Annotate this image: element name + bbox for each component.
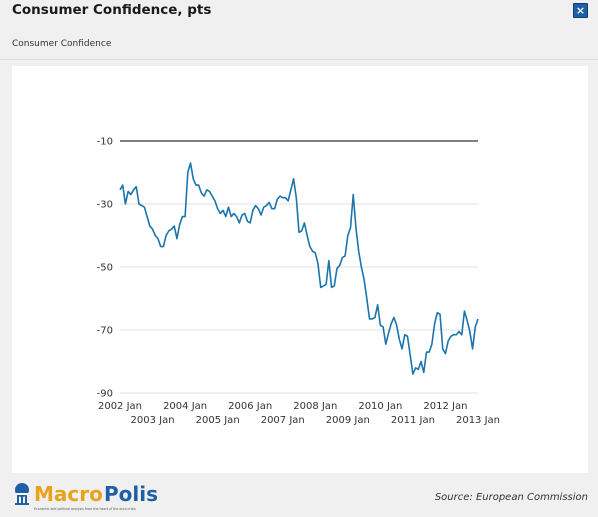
y-axis-labels: -10 -30 -50 -70 -90 <box>97 137 113 400</box>
grid-layer <box>120 140 478 394</box>
logo-graphic: Macro Polis Economic and political analy… <box>15 482 158 511</box>
x-tick-label: 2008 Jan <box>293 401 337 412</box>
temple-icon <box>15 483 29 505</box>
logo-tagline: Economic and political analysis from the… <box>34 507 136 511</box>
y-tick-label: -90 <box>97 389 113 400</box>
close-icon[interactable]: × <box>573 3 588 18</box>
x-tick-label: 2013 Jan <box>456 415 500 426</box>
x-tick-label: 2006 Jan <box>228 401 272 412</box>
line-chart: -10 -30 -50 -70 -90 2002 Jan 2004 Jan 2006 Jan… <box>97 137 500 427</box>
chart-subtitle: Consumer Confidence <box>12 39 112 49</box>
x-tick-label: 2007 Jan <box>261 415 305 426</box>
y-tick-label: -70 <box>97 326 113 337</box>
x-tick-label: 2010 Jan <box>358 401 402 412</box>
x-tick-label: 2002 Jan <box>98 401 142 412</box>
chart-title: Consumer Confidence, pts <box>12 2 212 18</box>
series-layer <box>119 162 479 375</box>
header-divider <box>0 59 598 60</box>
series-line-consumer-confidence <box>119 162 479 375</box>
logo-macro: Macro <box>34 482 103 506</box>
plot-panel: -10 -30 -50 -70 -90 2002 Jan 2004 Jan 2006 Jan… <box>12 66 588 473</box>
x-tick-label: 2004 Jan <box>163 401 207 412</box>
macropolis-logo: Macro Polis Economic and political analy… <box>12 481 192 511</box>
y-tick-label: -50 <box>97 263 113 274</box>
x-axis-labels: 2002 Jan 2004 Jan 2006 Jan 2008 Jan 2010 Jan… <box>98 401 500 426</box>
source-note: Source: European Commission <box>434 492 588 503</box>
y-tick-label: -30 <box>97 200 113 211</box>
x-tick-label: 2011 Jan <box>391 415 435 426</box>
logo-polis: Polis <box>104 482 158 506</box>
x-tick-label: 2009 Jan <box>326 415 370 426</box>
x-tick-label: 2012 Jan <box>423 401 467 412</box>
x-tick-label: 2003 Jan <box>131 415 175 426</box>
x-tick-label: 2005 Jan <box>196 415 240 426</box>
y-tick-label: -10 <box>97 137 113 148</box>
